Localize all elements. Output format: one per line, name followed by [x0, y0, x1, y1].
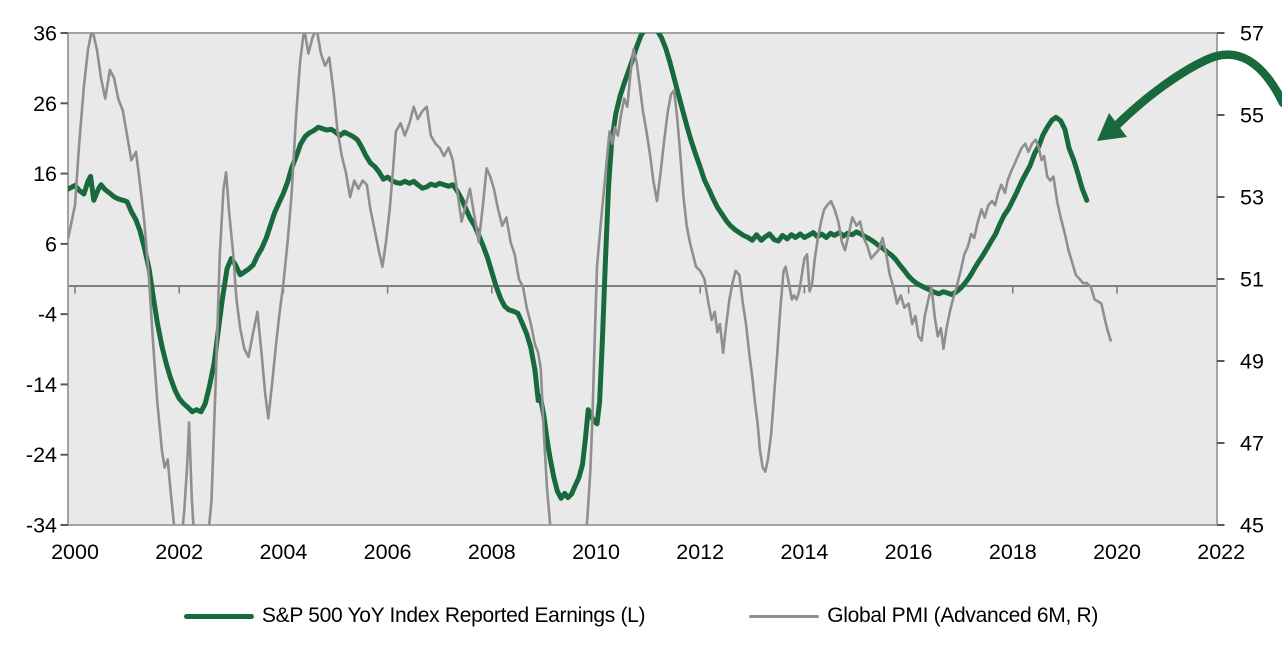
- x-axis-tick-label: 2016: [885, 540, 933, 564]
- pmi-legend-label: Global PMI (Advanced 6M, R): [827, 604, 1099, 627]
- x-axis-tick-label: 2002: [155, 540, 203, 564]
- left-axis-tick-label: 6: [45, 232, 57, 256]
- legend-item-earnings: S&P 500 YoY Index Reported Earnings (L): [183, 604, 646, 628]
- x-axis-tick-label: 2020: [1093, 540, 1141, 564]
- right-axis-tick-label: 53: [1240, 186, 1264, 210]
- right-axis-tick-label: 49: [1240, 350, 1264, 374]
- right-axis-tick-label: 55: [1240, 104, 1264, 128]
- left-axis-tick-label: 16: [33, 162, 57, 186]
- left-axis-tick-label: -14: [26, 373, 57, 397]
- x-axis-tick-label: 2012: [676, 540, 724, 564]
- curved-arrow-head-icon: [1097, 113, 1127, 141]
- left-axis-tick-label: -24: [26, 443, 57, 467]
- left-axis-tick-label: 36: [33, 22, 57, 46]
- left-axis-tick-label: -4: [38, 303, 57, 327]
- x-axis-tick-label: 2000: [51, 540, 99, 564]
- left-axis-tick-label: -34: [26, 514, 57, 538]
- left-axis-tick-label: 26: [33, 92, 57, 116]
- right-axis-tick-label: 57: [1240, 22, 1264, 46]
- x-axis-tick-label: 2004: [259, 540, 307, 564]
- x-axis-tick-label: 2014: [780, 540, 828, 564]
- x-axis-tick-label: 2018: [989, 540, 1037, 564]
- earnings-legend-label: S&P 500 YoY Index Reported Earnings (L): [261, 604, 646, 627]
- legend-item-pmi: Global PMI (Advanced 6M, R): [749, 604, 1098, 628]
- right-axis-tick-label: 47: [1240, 432, 1264, 456]
- x-axis-tick-label: 2010: [572, 540, 620, 564]
- pmi-line-swatch-icon: [749, 614, 820, 618]
- earnings-line-swatch-icon: [183, 613, 254, 619]
- right-axis-tick-label: 45: [1240, 514, 1264, 538]
- x-axis-tick-label: 2022: [1197, 540, 1245, 564]
- x-axis-tick-label: 2006: [364, 540, 412, 564]
- curved-arrow-icon: [1111, 50, 1282, 131]
- earnings-line: [68, 33, 1090, 501]
- legend: S&P 500 YoY Index Reported Earnings (L) …: [0, 604, 1282, 628]
- pmi-line: [68, 33, 1112, 525]
- x-axis-tick-label: 2008: [468, 540, 516, 564]
- right-axis-tick-label: 51: [1240, 268, 1264, 292]
